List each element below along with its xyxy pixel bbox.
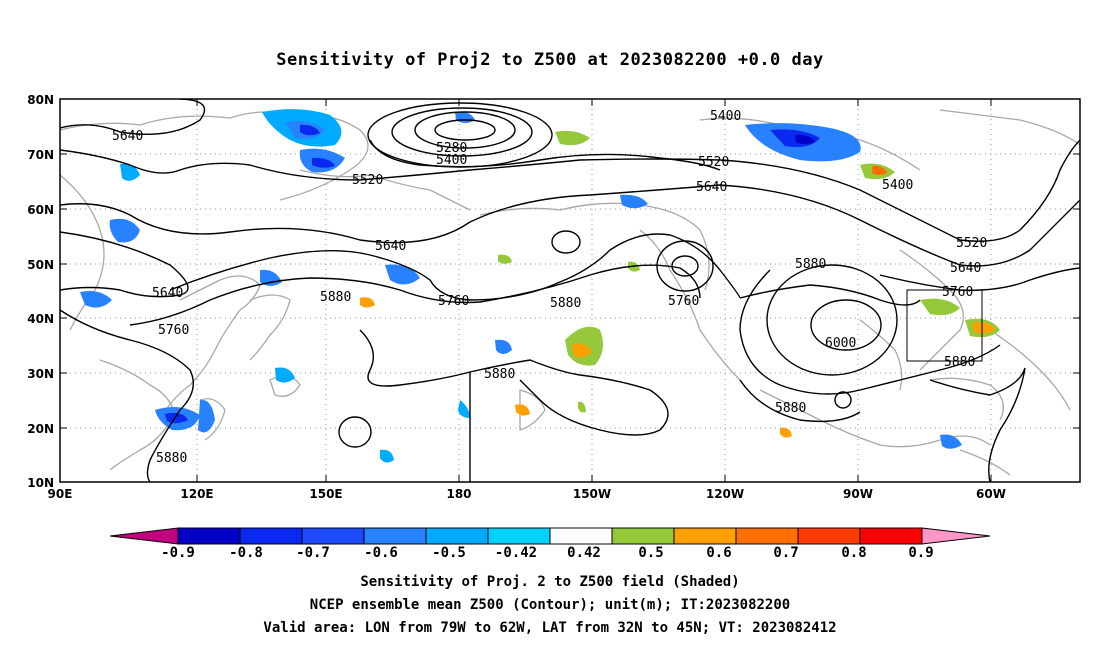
contour-label: 5280 bbox=[436, 141, 467, 156]
lat-label: 20N bbox=[27, 422, 54, 436]
colorbar-segment bbox=[301, 527, 365, 545]
footer-line-shaded: Sensitivity of Proj. 2 to Z500 field (Sh… bbox=[360, 574, 740, 590]
lon-label: 90W bbox=[843, 487, 873, 501]
colorbar-segment bbox=[859, 527, 923, 545]
contour-label: 5760 bbox=[942, 285, 973, 300]
colorbar-segment bbox=[177, 527, 241, 545]
colorbar-label: -0.9 bbox=[161, 545, 195, 561]
map-frame bbox=[59, 98, 1081, 483]
contour-label: 5880 bbox=[484, 367, 515, 382]
contour-label: 5640 bbox=[950, 261, 981, 276]
lon-label: 180 bbox=[446, 487, 471, 501]
lat-label: 40N bbox=[27, 312, 54, 326]
colorbar-segment bbox=[487, 527, 551, 545]
contour-label: 5880 bbox=[944, 355, 975, 370]
contour-label: 5520 bbox=[352, 173, 383, 188]
contour-label: 5760 bbox=[438, 294, 469, 309]
contour-label: 5640 bbox=[112, 129, 143, 144]
colorbar-segment bbox=[363, 527, 427, 545]
lat-label: 60N bbox=[27, 203, 54, 217]
footer-line-valid-area: Valid area: LON from 79W to 62W, LAT fro… bbox=[263, 620, 837, 636]
footer-line-contour: NCEP ensemble mean Z500 (Contour); unit(… bbox=[309, 597, 791, 613]
colorbar-segment bbox=[109, 527, 179, 545]
colorbar-label: -0.5 bbox=[432, 545, 466, 561]
contour-label: 5640 bbox=[152, 286, 183, 301]
colorbar-segment bbox=[239, 527, 303, 545]
colorbar-label: -0.42 bbox=[495, 545, 537, 561]
colorbar-label: 0.8 bbox=[841, 545, 866, 561]
contour-label: 5520 bbox=[698, 155, 729, 170]
colorbar-segment bbox=[673, 527, 737, 545]
lon-label: 120W bbox=[706, 487, 744, 501]
colorbar-segment bbox=[735, 527, 799, 545]
colorbar bbox=[109, 527, 991, 545]
lon-label: 60W bbox=[976, 487, 1006, 501]
colorbar-segment bbox=[921, 527, 991, 545]
contour-label: 5400 bbox=[436, 153, 467, 168]
map-title: Sensitivity of Proj2 to Z500 at 20230822… bbox=[276, 50, 824, 70]
contour-label: 5640 bbox=[696, 180, 727, 195]
lat-label: 30N bbox=[27, 367, 54, 381]
height-contours bbox=[60, 99, 1080, 482]
colorbar-label: -0.8 bbox=[229, 545, 263, 561]
axis-ticks bbox=[60, 98, 1080, 483]
contour-label: 5880 bbox=[550, 296, 581, 311]
lon-label: 150W bbox=[573, 487, 611, 501]
lat-label: 10N bbox=[27, 476, 54, 490]
colorbar-segment bbox=[797, 527, 861, 545]
contour-label: 5520 bbox=[956, 236, 987, 251]
colorbar-label: 0.9 bbox=[908, 545, 933, 561]
colorbar-label: 0.5 bbox=[638, 545, 663, 561]
contour-label: 5400 bbox=[710, 109, 741, 124]
colorbar-label: 0.7 bbox=[773, 545, 798, 561]
contour-label: 5880 bbox=[156, 451, 187, 466]
contour-label: 5760 bbox=[668, 294, 699, 309]
contour-label: 5880 bbox=[775, 401, 806, 416]
colorbar-segment bbox=[549, 527, 613, 545]
contour-label: 5760 bbox=[158, 323, 189, 338]
contour-label: 6000 bbox=[825, 336, 856, 351]
valid-area-box bbox=[906, 289, 983, 362]
colorbar-label: 0.6 bbox=[706, 545, 731, 561]
colorbar-segment bbox=[611, 527, 675, 545]
lat-label: 70N bbox=[27, 148, 54, 162]
colorbar-label: -0.7 bbox=[296, 545, 330, 561]
colorbar-label: 0.42 bbox=[567, 545, 601, 561]
contour-label: 5880 bbox=[795, 257, 826, 272]
lon-label: 120E bbox=[180, 487, 213, 501]
colorbar-labels: -0.9 -0.8 -0.7 -0.6 -0.5 -0.42 0.42 0.5 … bbox=[161, 545, 934, 561]
lon-label: 90E bbox=[48, 487, 73, 501]
contour-label: 5400 bbox=[882, 178, 913, 193]
colorbar-label: -0.6 bbox=[364, 545, 398, 561]
lon-label: 150E bbox=[309, 487, 342, 501]
sensitivity-shading bbox=[80, 109, 1000, 463]
lat-label: 80N bbox=[27, 93, 54, 107]
contour-label: 5880 bbox=[320, 290, 351, 305]
lat-label: 50N bbox=[27, 258, 54, 272]
colorbar-segment bbox=[425, 527, 489, 545]
contour-label: 5640 bbox=[375, 239, 406, 254]
